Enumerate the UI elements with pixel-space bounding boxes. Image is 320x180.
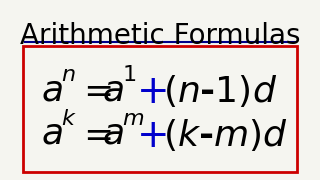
Text: $+$: $+$	[136, 73, 166, 111]
Text: $m$: $m$	[122, 109, 144, 129]
FancyBboxPatch shape	[23, 46, 297, 172]
Text: $=$: $=$	[76, 73, 111, 107]
Text: $(k$-$m)d$: $(k$-$m)d$	[163, 117, 287, 153]
Text: $+$: $+$	[136, 117, 166, 155]
Text: $(n$-$1)d$: $(n$-$1)d$	[163, 73, 277, 109]
Text: Arithmetic Formulas: Arithmetic Formulas	[20, 22, 300, 50]
Text: $1$: $1$	[122, 65, 136, 85]
Text: $a$: $a$	[102, 117, 124, 151]
Text: $a$: $a$	[102, 73, 124, 107]
Text: $k$: $k$	[61, 109, 77, 129]
Text: $=$: $=$	[76, 117, 111, 151]
Text: $a$: $a$	[41, 117, 63, 151]
Text: $n$: $n$	[61, 65, 76, 85]
Text: $a$: $a$	[41, 73, 63, 107]
